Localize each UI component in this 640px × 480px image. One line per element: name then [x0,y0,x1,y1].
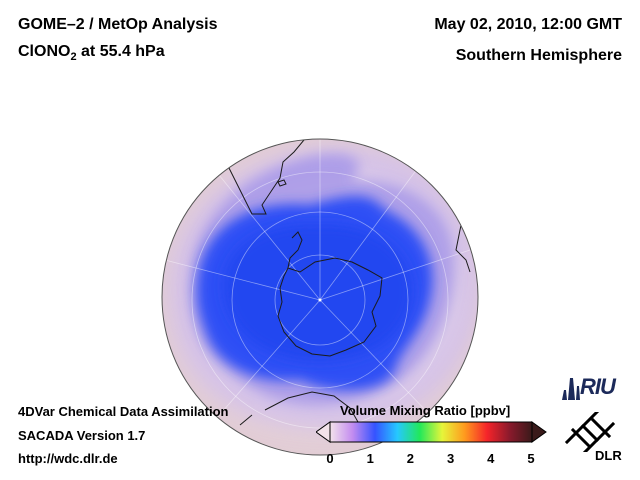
colorbar-title: Volume Mixing Ratio [ppbv] [340,403,511,418]
vortex-core-inner [224,224,413,362]
globe-outline [161,138,479,456]
species-name: ClONO [18,43,71,60]
dlr-logo-icon [564,412,616,452]
colorbar-tick-label: 2 [406,451,415,466]
species-subscript: 2 [70,51,77,64]
colorbar-low-arrow [316,421,331,443]
colorbar-tick-label: 0 [326,451,334,466]
south-pole-marker [318,298,322,302]
falklands [277,179,287,187]
footer-method: 4DVar Chemical Data Assimilation [18,404,229,419]
footer-version: SACADA Version 1.7 [18,428,146,443]
map-datetime: May 02, 2010, 12:00 GMT [434,16,622,33]
graticule [164,140,471,429]
map-title: GOME–2 / MetOp Analysis [18,16,217,34]
colorbar-tick-label: 4 [487,451,495,466]
colorbar-scale [329,421,533,443]
colorbar-tick-label: 3 [446,451,455,466]
species-level: at 55.4 hPa [76,43,165,60]
dlr-logo-text: DLR [595,448,622,463]
riu-logo-icon [562,378,580,400]
south-america-coastline [214,139,305,215]
colorbar [316,421,547,443]
antarctic-peninsula-coastline [287,231,303,269]
antarctica-coastline [277,257,383,357]
footer-url[interactable]: http://wdc.dlr.de [18,451,118,466]
colorbar-tick-label: 1 [366,451,374,466]
riu-logo-text: RIU [580,374,616,399]
map-region: Southern Hemisphere [455,47,622,64]
colorbar-tick-label: 5 [527,451,535,466]
map-species: ClONO2 at 55.4 hPa [18,43,165,63]
colorbar-high-arrow [531,421,547,443]
map-title-text: GOME–2 / MetOp Analysis [18,16,218,33]
